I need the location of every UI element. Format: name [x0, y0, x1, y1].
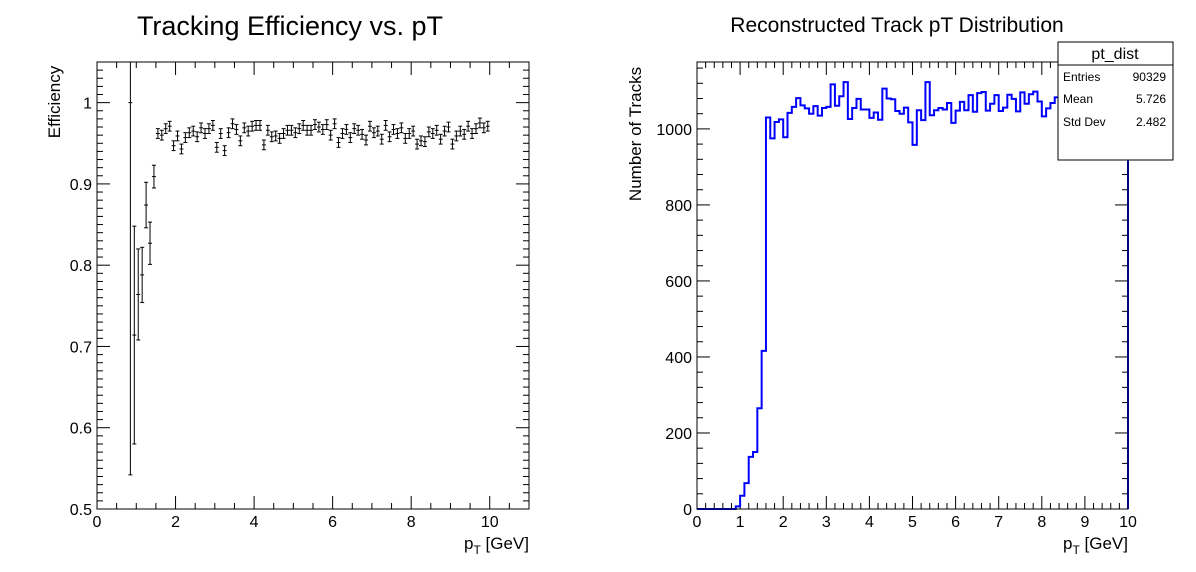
pt-distribution-x-tick-label: 1 [736, 514, 745, 531]
efficiency-y-tick-label: 0.8 [70, 258, 92, 275]
pt-distribution-x-tick-label: 5 [908, 514, 917, 531]
efficiency-x-tick-label: 0 [93, 514, 102, 531]
pt-distribution-y-axis-label: Number of Tracks [626, 67, 645, 201]
pt-distribution-x-tick-label: 6 [951, 514, 960, 531]
pt-distribution-x-axis-label-main: p [1063, 534, 1072, 553]
pt-distribution-x-tick-label: 0 [693, 514, 702, 531]
pt-distribution-x-tick-label: 8 [1037, 514, 1046, 531]
pt-distribution-y-tick-label: 200 [665, 426, 692, 443]
pt-distribution-x-tick-label: 9 [1080, 514, 1089, 531]
stats-stddev-label: Std Dev [1063, 115, 1106, 129]
efficiency-x-tick-label: 6 [328, 514, 337, 531]
stats-box: pt_dist Entries 90329 Mean 5.726 Std Dev… [1057, 41, 1174, 161]
pt-distribution-chart: Reconstructed Track pT Distribution Numb… [626, 14, 1174, 557]
pt-distribution-x-axis-label-unit: [GeV] [1080, 534, 1128, 553]
efficiency-x-axis-label: pT [GeV] [464, 534, 529, 557]
efficiency-chart: Tracking Efficiency vs. pT Efficiency 0 2… [45, 11, 530, 557]
pt-distribution-x-tick-label: 10 [1119, 514, 1137, 531]
pt-distribution-x-tick-label: 4 [865, 514, 874, 531]
efficiency-y-axis-label-text: Efficiency [45, 65, 64, 138]
pt-distribution-y-tick-label: 400 [665, 350, 692, 367]
efficiency-x-tick-label: 4 [250, 514, 259, 531]
stats-box-title: pt_dist [1091, 46, 1139, 63]
efficiency-x-tick-label: 2 [171, 514, 180, 531]
stats-stddev-value: 2.482 [1136, 115, 1166, 129]
pt-distribution-x-tick-label: 7 [994, 514, 1003, 531]
efficiency-x-axis-label-sub: T [473, 543, 481, 557]
pt-distribution-x-tick-label: 2 [779, 514, 788, 531]
pt-distribution-y-tick-label: 600 [665, 274, 692, 291]
efficiency-x-axis-label-main: p [464, 534, 473, 553]
pt-distribution-chart-title: Reconstructed Track pT Distribution [730, 14, 1063, 37]
pt-distribution-x-axis-label: pT [GeV] [1063, 534, 1128, 557]
stats-box-frame [1057, 41, 1174, 161]
efficiency-y-axis-label: Efficiency [45, 65, 64, 138]
stats-entries-label: Entries [1063, 70, 1100, 84]
pt-distribution-y-tick-label: 0 [683, 502, 692, 519]
efficiency-y-tick-label: 0.9 [70, 177, 92, 194]
efficiency-chart-title: Tracking Efficiency vs. pT [137, 11, 443, 41]
efficiency-y-tick-label: 0.6 [70, 421, 92, 438]
stats-mean-value: 5.726 [1136, 92, 1166, 106]
pt-distribution-y-tick-label: 1000 [656, 122, 692, 139]
pt-distribution-y-tick-label: 800 [665, 198, 692, 215]
pt-distribution-x-tick-label: 3 [822, 514, 831, 531]
efficiency-x-axis-label-unit: [GeV] [481, 534, 529, 553]
efficiency-y-tick-label: 0.7 [70, 339, 92, 356]
pt-distribution-frame-top [696, 61, 1129, 510]
stats-mean-label: Mean [1063, 92, 1093, 106]
stats-entries-value: 90329 [1133, 70, 1167, 84]
efficiency-x-tick-label: 10 [481, 514, 499, 531]
efficiency-plot-area: 0 2 4 6 8 10 0.5 0.6 0.7 0.8 0.9 1 [70, 61, 530, 531]
pt-distribution-x-axis-label-sub: T [1072, 543, 1080, 557]
efficiency-y-tick-label: 0.5 [70, 502, 92, 519]
efficiency-x-tick-label: 8 [407, 514, 416, 531]
pt-distribution-y-axis-label-text: Number of Tracks [626, 67, 645, 201]
efficiency-y-tick-label: 1 [83, 96, 92, 113]
